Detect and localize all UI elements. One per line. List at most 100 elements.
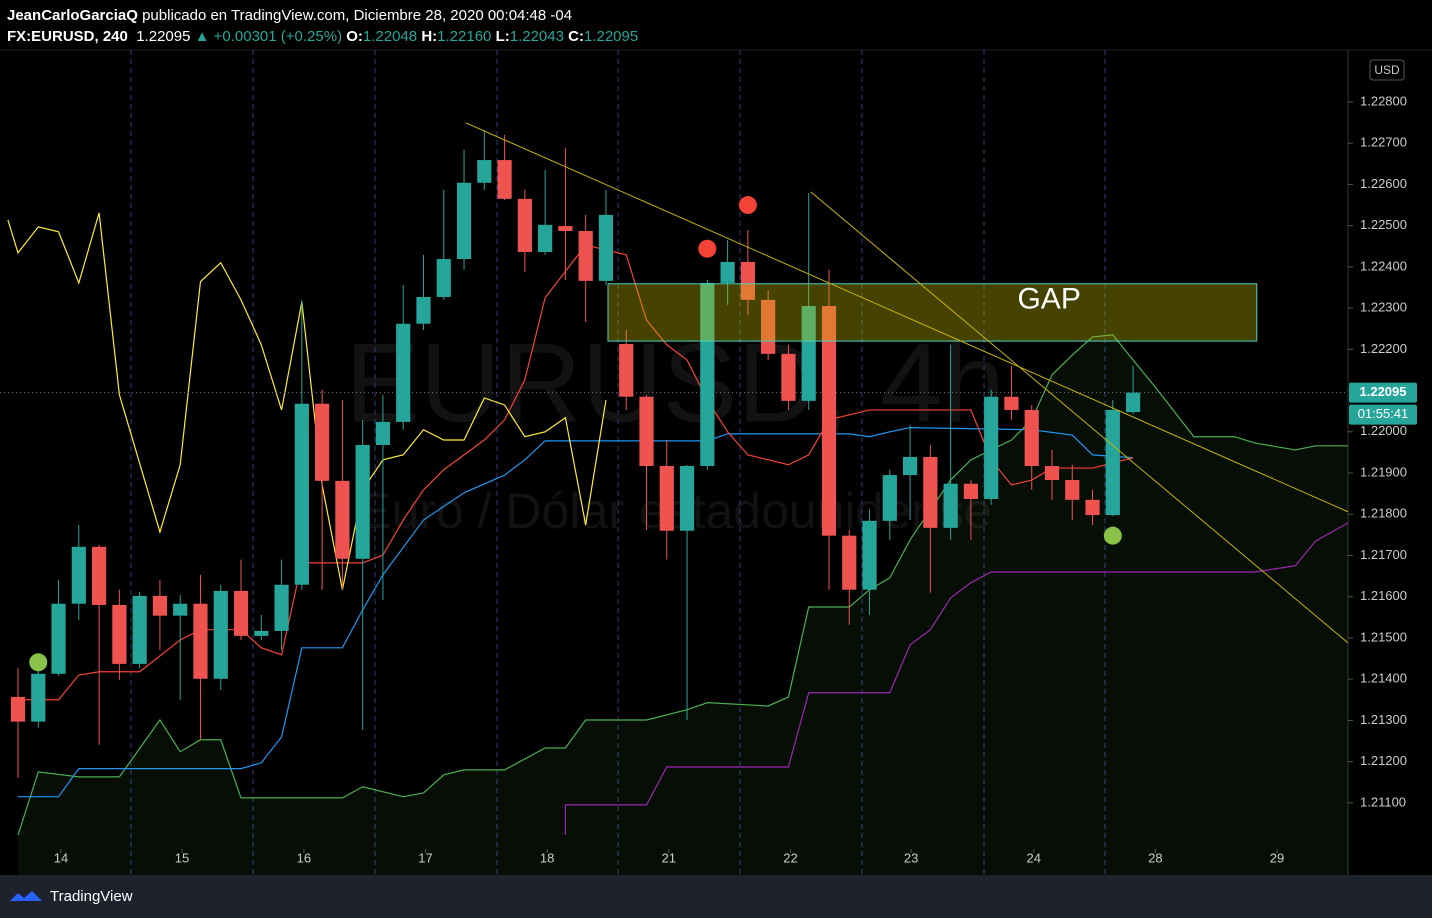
o: 1.22048 xyxy=(362,28,418,45)
candle-body xyxy=(294,403,309,585)
signal-marker xyxy=(1103,526,1122,545)
h: 1.22160 xyxy=(437,28,492,45)
candle-body xyxy=(416,296,431,324)
change: ▲ +0.00301 (+0.25%) xyxy=(194,28,343,45)
logo xyxy=(10,890,42,901)
indicator-line xyxy=(564,522,1349,836)
header: JeanCarloGarciaQ publicado en TradingVie… xyxy=(7,5,638,47)
candle-body xyxy=(740,261,755,300)
x-tick-label: 28 xyxy=(1148,850,1162,865)
candle-body xyxy=(92,546,107,605)
x-tick-label: 24 xyxy=(1027,850,1041,865)
candle-body xyxy=(700,282,715,467)
c: 1.22095 xyxy=(583,28,639,45)
price: 1.22095 xyxy=(136,28,191,45)
x-tick-label: 17 xyxy=(418,850,432,865)
author: JeanCarloGarciaQ xyxy=(7,7,138,24)
candle-body xyxy=(639,396,654,467)
currency: USD xyxy=(1374,63,1400,77)
y-tick-label: 1.22200 xyxy=(1360,341,1407,356)
header-line: FX:EURUSD, 240 1.22095 ▲ +0.00301 (+0.25… xyxy=(7,26,638,47)
h-label: H: xyxy=(421,28,438,45)
candle-body xyxy=(112,604,127,664)
y-tick-label: 1.21200 xyxy=(1360,753,1407,768)
candle-body xyxy=(842,535,857,590)
y-tick-label: 1.21800 xyxy=(1360,506,1407,521)
o-label: O: xyxy=(346,28,363,45)
logo-shape xyxy=(10,890,42,901)
candle-body xyxy=(456,182,472,260)
indicator-line xyxy=(17,334,1348,836)
candle-body xyxy=(659,466,674,531)
last-price-box xyxy=(1349,382,1417,403)
candle-body xyxy=(132,595,147,664)
candle-body xyxy=(355,444,370,559)
candle-body xyxy=(1065,480,1080,500)
candle-body xyxy=(902,456,918,476)
x-tick-label: 15 xyxy=(175,850,189,865)
candle-body xyxy=(1085,499,1100,516)
candle-body xyxy=(882,475,897,521)
trendline xyxy=(465,122,1349,513)
candle-body xyxy=(10,696,26,722)
candle-body xyxy=(51,603,66,674)
candle-body xyxy=(152,595,168,616)
candle-body xyxy=(335,480,350,559)
x-tick-label: 16 xyxy=(297,850,311,865)
candle-body xyxy=(315,403,330,481)
x-tick-label: 29 xyxy=(1270,850,1284,865)
l-label: L: xyxy=(495,28,510,45)
candle-body xyxy=(558,226,573,231)
candle-body xyxy=(254,630,269,636)
candle-body xyxy=(71,546,86,604)
header-line: JeanCarloGarciaQ publicado en TradingVie… xyxy=(7,5,638,26)
x-tick-label: 22 xyxy=(783,850,797,865)
y-tick-label: 1.22300 xyxy=(1360,300,1407,315)
candle-body xyxy=(963,483,978,499)
gap-label: GAP xyxy=(1017,283,1080,316)
brand: TradingView xyxy=(50,888,133,905)
y-tick-label: 1.21700 xyxy=(1360,547,1407,562)
candle-body xyxy=(1024,409,1039,467)
signal-marker xyxy=(698,239,717,258)
currency-box xyxy=(1369,59,1405,81)
candle-body xyxy=(1105,409,1120,516)
candle-body xyxy=(761,299,776,354)
x-tick-label: 14 xyxy=(54,850,68,865)
candle-body xyxy=(436,259,451,297)
y-tick-label: 1.22400 xyxy=(1360,258,1407,273)
candle-body xyxy=(375,421,391,445)
last-price-label: 1.22095 xyxy=(1360,384,1407,399)
candle-body xyxy=(538,224,553,253)
y-tick-label: 1.22800 xyxy=(1360,93,1407,108)
x-tick-label: 18 xyxy=(540,850,554,865)
trendline xyxy=(810,191,1349,644)
candle-body xyxy=(193,603,208,679)
candle-body xyxy=(1125,392,1141,412)
candle-body xyxy=(619,343,634,397)
y-tick-label: 1.22500 xyxy=(1360,217,1407,232)
candle-body xyxy=(517,198,532,253)
footer: TradingView xyxy=(0,875,1432,918)
candle-body xyxy=(984,396,999,499)
candle-body xyxy=(477,160,492,183)
signal-marker xyxy=(738,196,757,215)
candle-body xyxy=(598,214,614,281)
indicator-line xyxy=(7,212,607,590)
candle-body xyxy=(923,456,938,528)
countdown-box xyxy=(1349,404,1417,425)
candle-body xyxy=(821,306,837,536)
x-tick-label: 21 xyxy=(662,850,676,865)
y-tick-label: 1.22700 xyxy=(1360,135,1407,150)
gap-zone xyxy=(607,283,1258,342)
candle-body xyxy=(578,230,593,281)
x-tick-label: 23 xyxy=(904,850,918,865)
candle-body xyxy=(173,603,188,616)
candle-body xyxy=(1044,466,1060,481)
candle-body xyxy=(497,160,512,199)
symbol: FX:EURUSD, 240 xyxy=(7,28,128,45)
y-tick-label: 1.21900 xyxy=(1360,464,1407,479)
published: publicado en TradingView.com, Diciembre … xyxy=(142,7,573,24)
candle-body xyxy=(679,466,695,531)
